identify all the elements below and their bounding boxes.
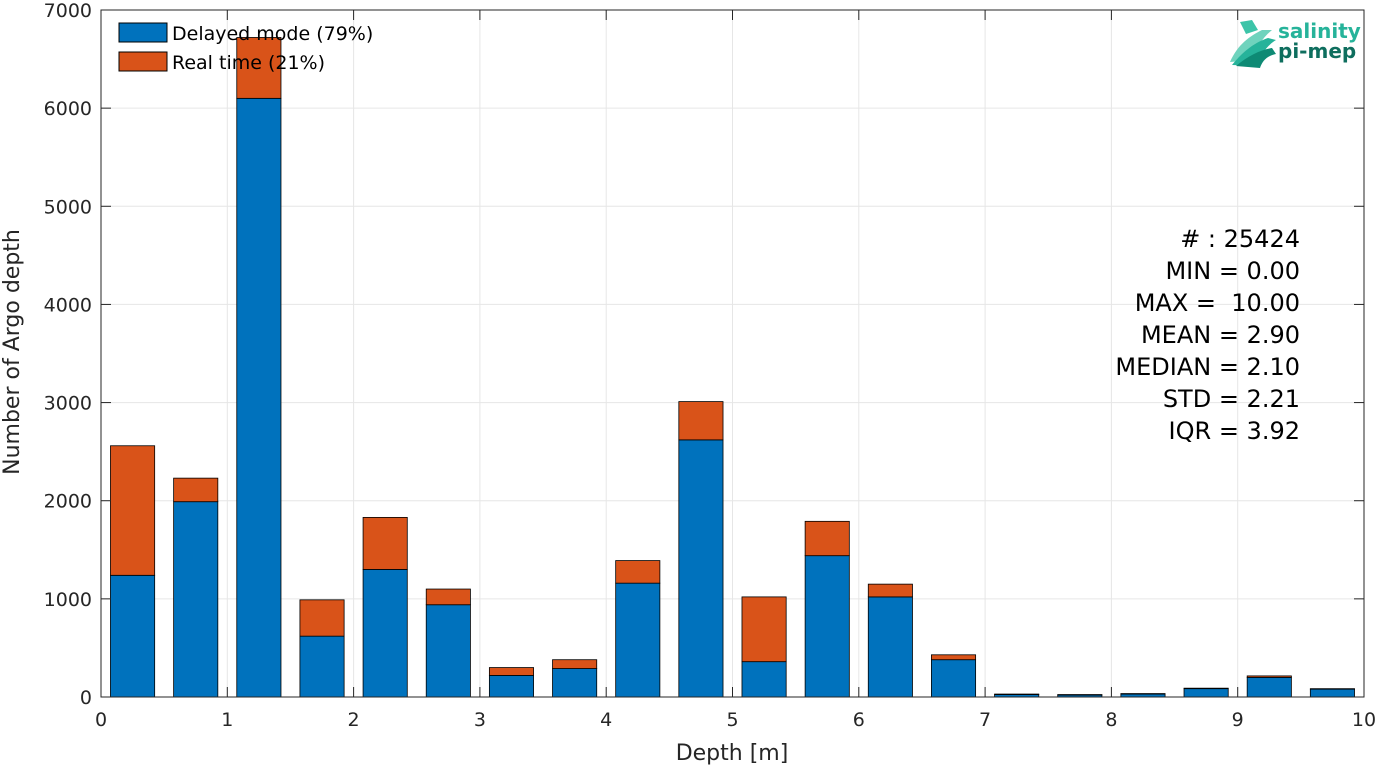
- bar-real-time: [488, 667, 534, 676]
- bar-delayed-mode: [678, 439, 724, 698]
- stat-count: # : 25424: [1180, 225, 1300, 253]
- salinity-pi-mep-logo: salinity pi-mep: [1230, 19, 1361, 68]
- y-tick-label: 4000: [44, 294, 92, 316]
- stat-std: STD = 2.21: [1163, 385, 1300, 413]
- x-tick-label: 2: [348, 709, 360, 731]
- bar-real-time: [362, 516, 408, 570]
- bar-delayed-mode: [1309, 688, 1355, 698]
- bar-delayed-mode: [173, 501, 219, 698]
- x-tick-label: 0: [95, 709, 107, 731]
- stat-max: MAX = 10.00: [1135, 289, 1300, 317]
- bar-delayed-mode: [488, 675, 534, 698]
- bar-delayed-mode: [931, 659, 977, 698]
- bar-delayed-mode: [362, 569, 408, 698]
- y-tick-label: 3000: [44, 393, 92, 415]
- bar-real-time: [299, 599, 345, 637]
- x-tick-label: 7: [979, 709, 991, 731]
- bar-delayed-mode: [425, 604, 471, 698]
- x-tick-label: 5: [726, 709, 738, 731]
- bar-delayed-mode: [615, 582, 661, 698]
- bar-delayed-mode: [1246, 676, 1292, 698]
- y-tick-label: 5000: [44, 196, 92, 218]
- legend-label-realtime: Real time (21%): [172, 52, 325, 74]
- bar-delayed-mode: [299, 635, 345, 698]
- bar-real-time: [741, 596, 787, 663]
- bar-delayed-mode: [236, 97, 282, 698]
- x-tick-label: 4: [600, 709, 612, 731]
- x-tick-label: 1: [221, 709, 233, 731]
- bar-delayed-mode: [741, 661, 787, 698]
- stat-min: MIN = 0.00: [1165, 257, 1300, 285]
- legend: Delayed mode (79%) Real time (21%): [118, 22, 373, 74]
- logo-line-2: pi-mep: [1278, 39, 1356, 63]
- stats-annotation: # : 25424 MIN = 0.00 MAX = 10.00 MEAN = …: [1115, 225, 1300, 445]
- wave-logo-icon: [1230, 20, 1276, 68]
- bar-delayed-mode: [110, 574, 156, 698]
- bar-real-time: [552, 659, 598, 669]
- logo-line-1: salinity: [1278, 19, 1361, 43]
- stat-median: MEDIAN = 2.10: [1115, 353, 1300, 381]
- legend-label-delayed: Delayed mode (79%): [172, 23, 373, 45]
- y-tick-label: 1000: [44, 589, 92, 611]
- x-tick-label: 3: [474, 709, 486, 731]
- bar-real-time: [425, 588, 471, 606]
- stat-iqr: IQR = 3.92: [1169, 417, 1300, 445]
- y-tick-label: 6000: [44, 98, 92, 120]
- bar-real-time: [678, 401, 724, 441]
- stat-mean: MEAN = 2.90: [1141, 321, 1300, 349]
- bar-real-time: [236, 37, 282, 99]
- x-tick-label: 10: [1352, 709, 1376, 731]
- legend-swatch-realtime: [118, 51, 168, 72]
- bar-delayed-mode: [804, 555, 850, 698]
- bar-real-time: [173, 477, 219, 503]
- x-tick-label: 9: [1232, 709, 1244, 731]
- x-tick-label: 8: [1105, 709, 1117, 731]
- y-axis-ticks: 0 1000 2000 3000 4000 5000 6000 7000: [44, 0, 1364, 709]
- bar-delayed-mode: [552, 668, 598, 698]
- bar-real-time: [931, 654, 977, 661]
- x-axis-label: Depth [m]: [676, 741, 789, 766]
- bar-real-time: [110, 445, 156, 576]
- bar-real-time: [615, 560, 661, 584]
- x-axis-ticks: 0 1 2 3 4 5 6 7 8 9 10: [95, 10, 1376, 731]
- bar-real-time: [804, 520, 850, 557]
- y-tick-label: 2000: [44, 491, 92, 513]
- y-axis-label: Number of Argo depth: [0, 229, 25, 475]
- legend-swatch-delayed: [118, 22, 168, 43]
- bar-real-time: [1246, 675, 1292, 678]
- bar-delayed-mode: [1183, 688, 1229, 698]
- x-tick-label: 6: [853, 709, 865, 731]
- y-tick-label: 7000: [44, 0, 92, 22]
- bar-delayed-mode: [867, 596, 913, 698]
- y-tick-label: 0: [80, 687, 92, 709]
- bar-real-time: [867, 583, 913, 598]
- bars: [110, 37, 1355, 698]
